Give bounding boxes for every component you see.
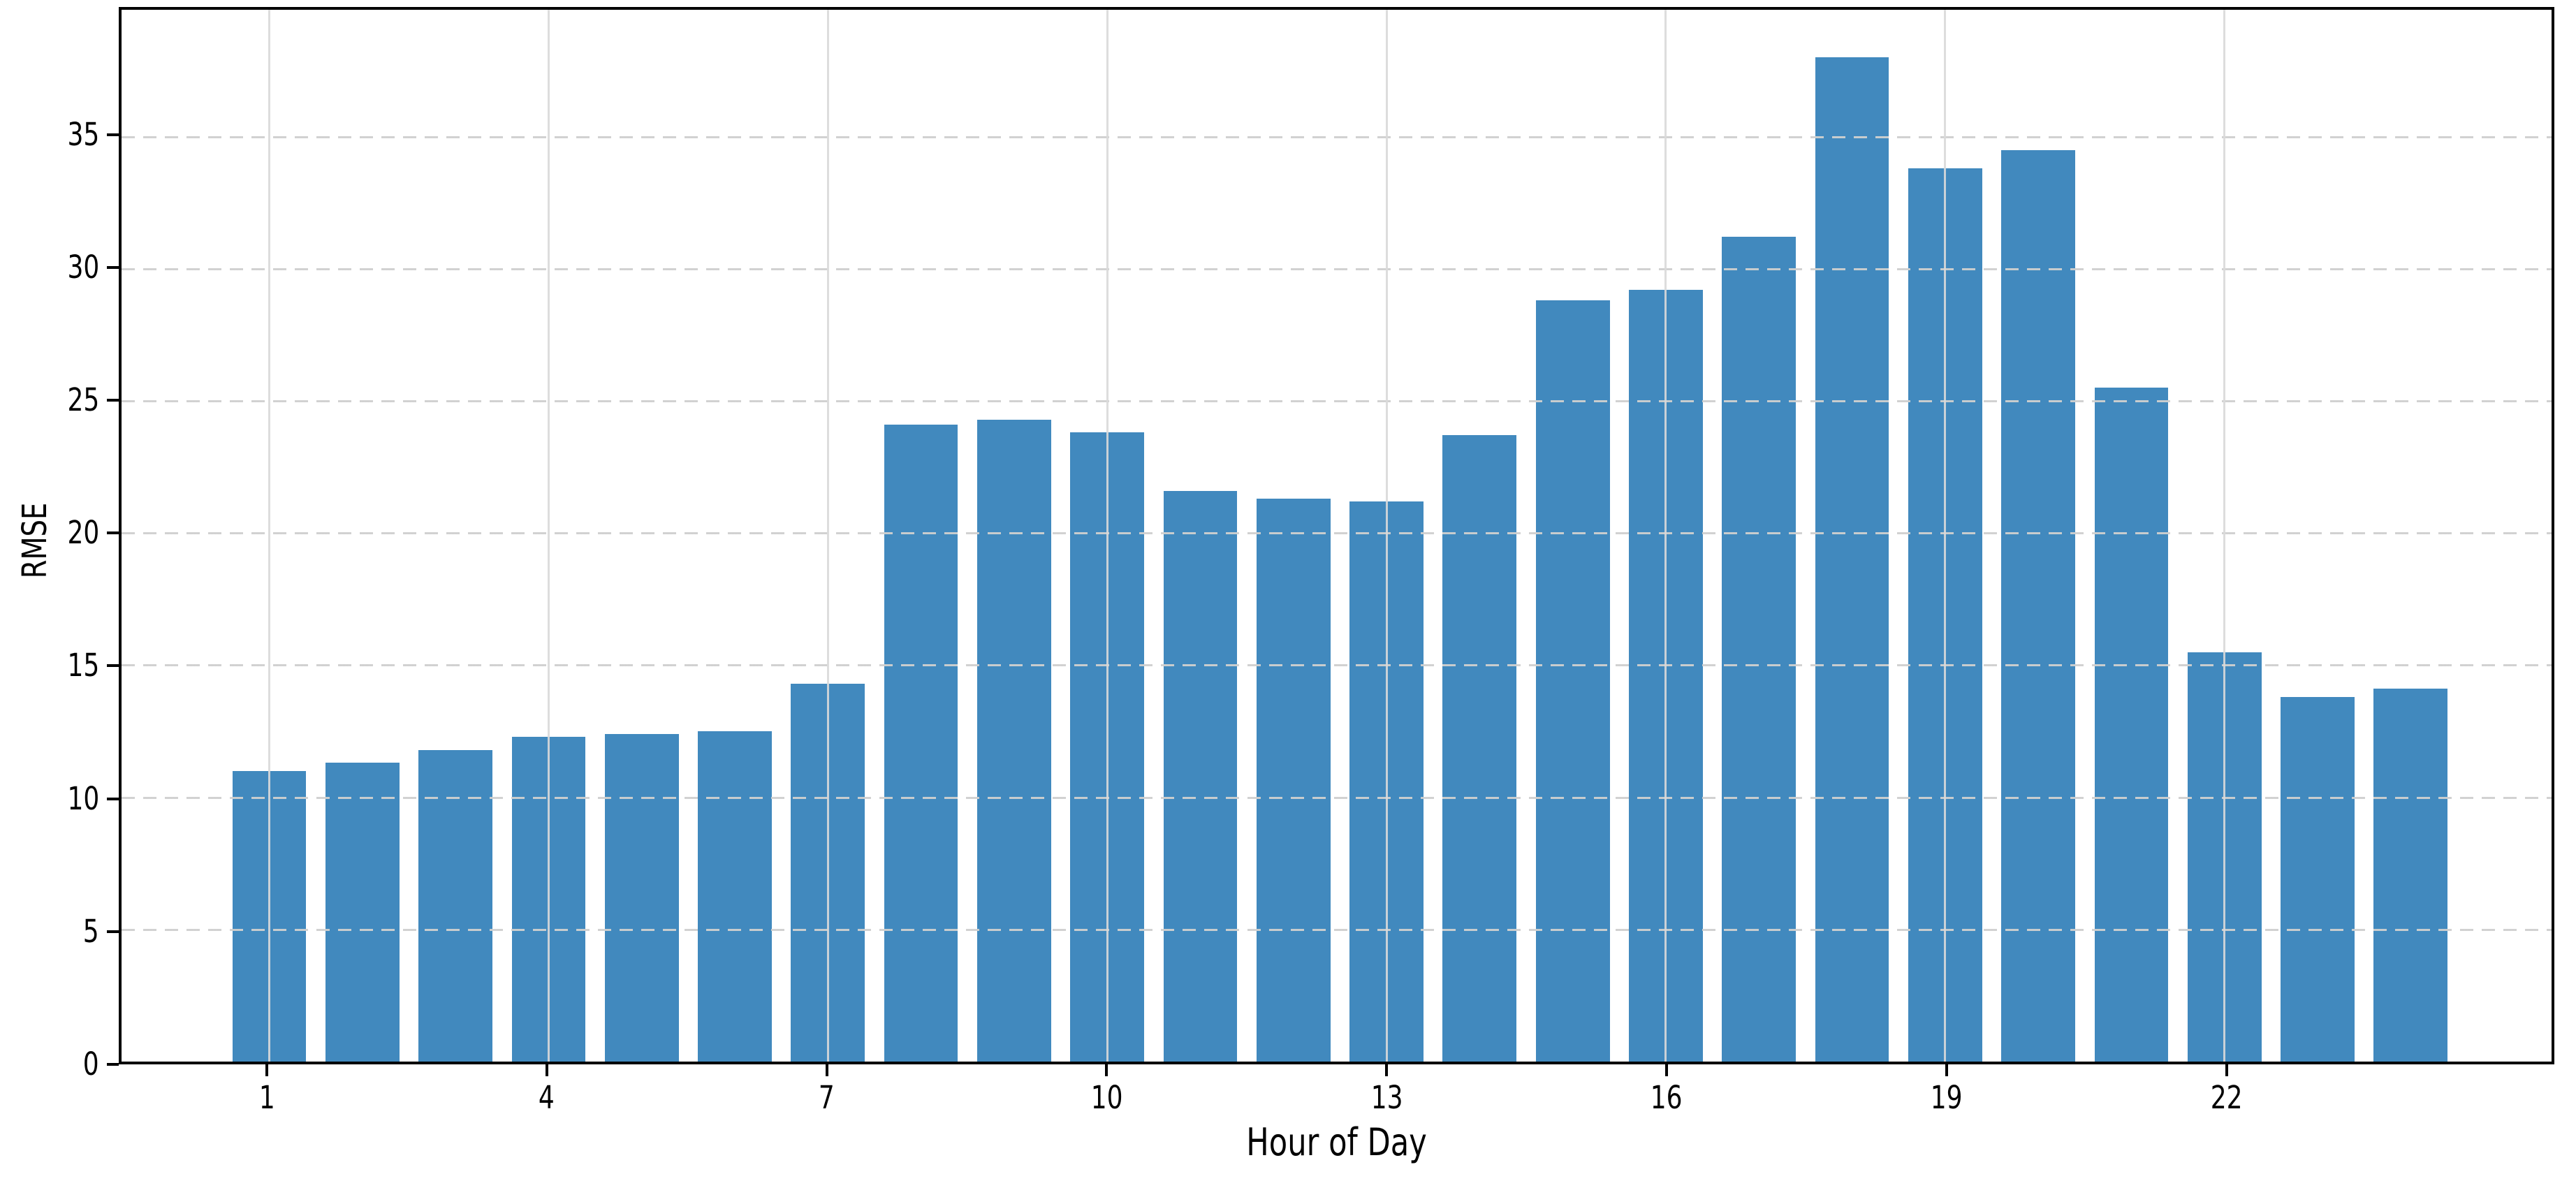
x-tick-mark-19 (1945, 1064, 1948, 1076)
y-tick-mark-10 (107, 797, 119, 800)
v-gridline-hour-4 (547, 10, 550, 1062)
y-tick-label-25: 25 (67, 381, 99, 418)
bar-hour-14 (1442, 435, 1517, 1062)
h-gridline-20 (122, 532, 2552, 535)
v-gridline-hour-22 (2223, 10, 2226, 1062)
y-axis-title: RMSE (15, 502, 54, 579)
x-tick-label-10: 10 (1090, 1079, 1123, 1116)
bar-hour-20 (2001, 149, 2075, 1062)
bar-hour-9 (976, 419, 1051, 1062)
h-gridline-35 (122, 135, 2552, 138)
plot-area (119, 7, 2554, 1064)
bar-hour-23 (2281, 696, 2355, 1062)
bar-hour-2 (325, 763, 400, 1062)
v-gridline-hour-7 (826, 10, 829, 1062)
h-gridline-5 (122, 928, 2552, 931)
y-tick-mark-5 (107, 930, 119, 933)
y-tick-label-10: 10 (67, 779, 99, 817)
h-gridline-15 (122, 664, 2552, 667)
y-tick-label-30: 30 (67, 248, 99, 286)
bar-hour-24 (2373, 689, 2448, 1062)
v-gridline-hour-1 (268, 10, 270, 1062)
y-tick-mark-20 (107, 531, 119, 535)
y-tick-mark-0 (107, 1063, 119, 1066)
x-tick-mark-16 (1665, 1064, 1668, 1076)
bar-hour-6 (698, 731, 772, 1062)
bar-hour-12 (1256, 499, 1331, 1062)
y-tick-mark-15 (107, 664, 119, 668)
x-axis-title: Hour of Day (119, 1120, 2554, 1164)
bar-hour-17 (1722, 237, 1796, 1062)
x-tick-mark-22 (2225, 1064, 2228, 1076)
x-tick-label-19: 19 (1930, 1079, 1963, 1116)
h-gridline-10 (122, 796, 2552, 799)
bar-hour-5 (604, 733, 679, 1062)
bar-hour-3 (418, 749, 492, 1062)
x-tick-mark-7 (825, 1064, 828, 1076)
x-tick-label-22: 22 (2210, 1079, 2243, 1116)
x-tick-mark-4 (545, 1064, 548, 1076)
y-tick-label-15: 15 (67, 647, 99, 684)
y-tick-label-20: 20 (67, 514, 99, 552)
y-tick-mark-30 (107, 265, 119, 269)
x-tick-label-4: 4 (539, 1079, 555, 1116)
bar-hour-21 (2094, 388, 2169, 1062)
x-tick-label-13: 13 (1370, 1079, 1403, 1116)
x-tick-label-16: 16 (1651, 1079, 1683, 1116)
x-tick-label-1: 1 (258, 1079, 275, 1116)
h-gridline-30 (122, 267, 2552, 270)
v-gridline-hour-13 (1385, 10, 1388, 1062)
bar-hour-11 (1163, 490, 1238, 1062)
y-tick-mark-25 (107, 398, 119, 402)
bar-hour-15 (1535, 300, 1610, 1062)
v-gridline-hour-16 (1664, 10, 1667, 1062)
x-tick-label-7: 7 (819, 1079, 835, 1116)
y-tick-label-0: 0 (83, 1046, 99, 1083)
y-tick-label-5: 5 (83, 912, 99, 950)
v-gridline-hour-19 (1944, 10, 1947, 1062)
y-tick-label-35: 35 (67, 115, 99, 153)
x-axis-title-text: Hour of Day (1246, 1120, 1427, 1164)
h-gridline-25 (122, 400, 2552, 403)
x-tick-mark-13 (1385, 1064, 1389, 1076)
y-tick-mark-35 (107, 133, 119, 136)
v-gridline-hour-10 (1106, 10, 1108, 1062)
x-tick-mark-10 (1105, 1064, 1108, 1076)
x-tick-mark-1 (265, 1064, 268, 1076)
bar-hour-18 (1815, 57, 1889, 1062)
bar-hour-8 (884, 425, 958, 1062)
